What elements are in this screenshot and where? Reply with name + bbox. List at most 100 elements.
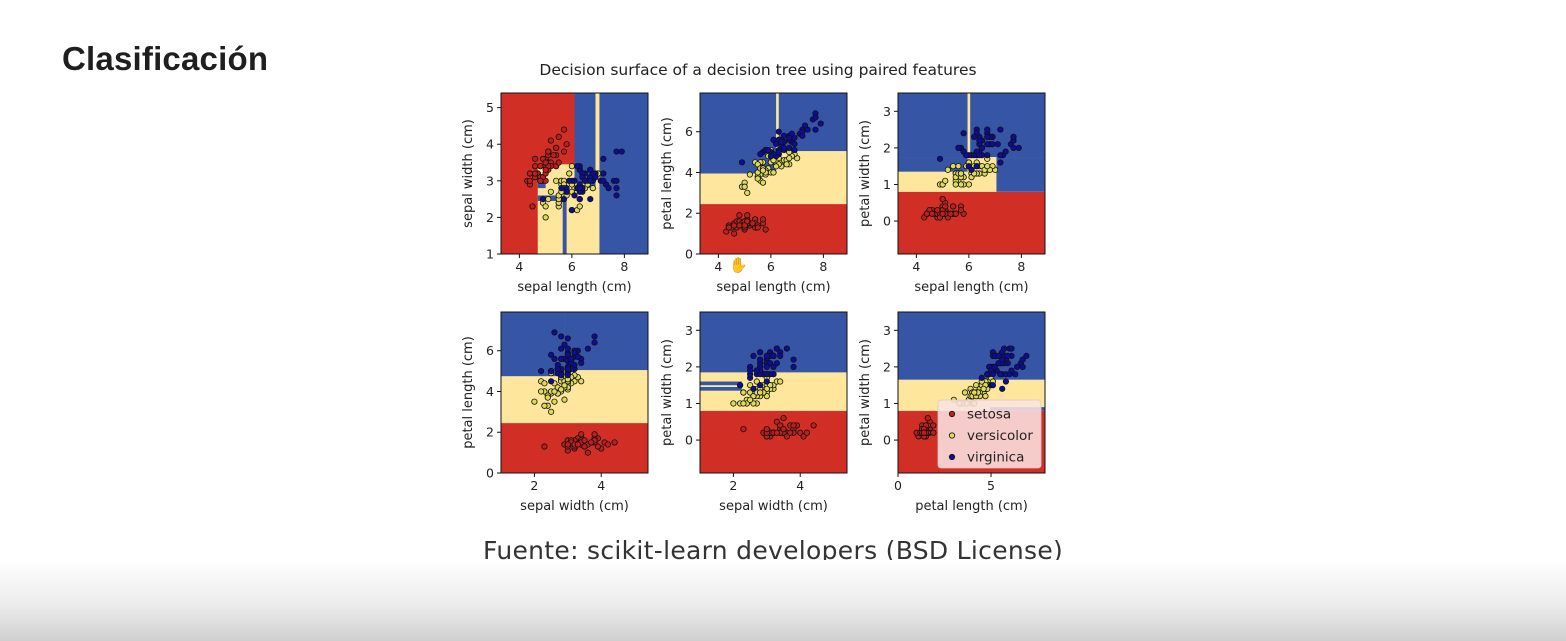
x-tick-label: 4 xyxy=(597,478,605,493)
y-tick-label: 2 xyxy=(883,140,891,155)
x-tick-label: 0 xyxy=(894,478,902,493)
point-virginica xyxy=(763,352,770,360)
point-setosa xyxy=(588,439,595,446)
point-virginica xyxy=(1004,352,1011,360)
point-virginica xyxy=(757,356,764,363)
y-axis-label: petal length (cm) xyxy=(660,117,675,230)
point-virginica xyxy=(1008,367,1015,374)
y-tick-label: 2 xyxy=(685,206,693,221)
point-versicolor xyxy=(783,161,790,168)
region-versicolor xyxy=(564,370,648,377)
decision-regions xyxy=(501,93,648,254)
y-tick-label: 4 xyxy=(486,137,494,152)
point-versicolor xyxy=(558,386,565,393)
point-virginica xyxy=(558,333,565,340)
legend-marker-setosa xyxy=(948,410,956,418)
point-virginica xyxy=(548,351,555,358)
y-tick-label: 3 xyxy=(883,323,891,338)
region-versicolor xyxy=(595,93,600,189)
y-axis-label: petal length (cm) xyxy=(461,336,476,449)
point-virginica xyxy=(571,192,578,199)
point-setosa xyxy=(924,415,931,422)
point-virginica xyxy=(763,378,770,385)
point-setosa xyxy=(947,210,954,217)
point-setosa xyxy=(762,226,769,233)
point-virginica xyxy=(618,148,625,155)
subplot-sw_pl: 2 4 0 2 4 6 sepal width (cm) petal length (cm) xyxy=(461,311,649,514)
region-virginica xyxy=(700,312,847,373)
axes-frame xyxy=(500,311,649,474)
point-virginica xyxy=(978,374,985,381)
point-virginica xyxy=(537,368,545,375)
point-virginica xyxy=(976,137,983,144)
point-setosa xyxy=(923,210,930,217)
point-virginica xyxy=(804,126,811,133)
legend: setosa versicolor virginica xyxy=(937,399,1042,469)
point-versicolor xyxy=(971,389,978,396)
y-tick-label: 6 xyxy=(486,343,494,358)
point-virginica xyxy=(1013,363,1021,370)
point-setosa xyxy=(952,210,959,217)
point-virginica xyxy=(600,170,607,177)
point-versicolor xyxy=(944,166,951,173)
point-versicolor xyxy=(980,385,987,392)
point-virginica xyxy=(999,356,1006,363)
point-versicolor xyxy=(740,400,747,407)
point-virginica xyxy=(738,159,746,166)
point-virginica xyxy=(936,155,944,162)
point-setosa xyxy=(810,422,817,429)
subplot-grid: 4 6 8 1 2 3 4 5 sepal length (cm) sepal width (cm… xyxy=(461,92,1046,514)
point-virginica xyxy=(560,196,568,203)
point-versicolor xyxy=(952,181,959,188)
point-setosa xyxy=(547,137,554,144)
scatter-points xyxy=(921,126,1022,221)
point-virginica xyxy=(757,151,764,158)
point-virginica xyxy=(960,130,967,137)
point-setosa xyxy=(950,203,957,210)
point-virginica xyxy=(989,371,996,378)
point-setosa xyxy=(790,422,797,429)
point-virginica xyxy=(1010,144,1017,151)
point-versicolor xyxy=(541,402,548,409)
region-virginica xyxy=(996,157,1045,192)
point-setosa xyxy=(611,439,618,446)
point-virginica xyxy=(1019,363,1026,370)
point-virginica xyxy=(578,359,585,367)
scatter-points xyxy=(531,329,618,456)
point-virginica xyxy=(613,148,620,155)
point-versicolor xyxy=(589,185,596,192)
point-setosa xyxy=(529,203,536,210)
point-virginica xyxy=(600,177,607,184)
y-tick-label: 5 xyxy=(486,100,494,115)
x-tick-label: 6 xyxy=(568,259,576,274)
point-virginica xyxy=(1002,378,1010,385)
point-virginica xyxy=(587,196,594,203)
x-tick-label: 5 xyxy=(987,478,995,493)
point-virginica xyxy=(576,196,583,203)
point-virginica xyxy=(791,140,798,148)
point-versicolor xyxy=(545,196,552,203)
point-virginica xyxy=(548,378,555,385)
y-tick-label: 2 xyxy=(486,425,494,440)
point-setosa xyxy=(725,224,732,231)
point-setosa xyxy=(736,222,743,229)
point-virginica xyxy=(568,206,575,214)
point-virginica xyxy=(791,146,798,154)
point-setosa xyxy=(542,159,549,166)
region-setosa xyxy=(700,204,847,254)
point-virginica xyxy=(765,146,772,154)
legend-label-setosa: setosa xyxy=(967,407,1011,423)
scatter-points xyxy=(524,126,625,221)
point-virginica xyxy=(564,345,571,352)
point-virginica xyxy=(1023,352,1030,360)
y-tick-label: 1 xyxy=(486,247,494,262)
region-virginica xyxy=(537,180,546,189)
y-tick-label: 2 xyxy=(486,210,494,225)
point-virginica xyxy=(558,372,565,379)
point-setosa xyxy=(787,429,794,436)
point-virginica xyxy=(790,363,797,370)
point-virginica xyxy=(564,351,571,358)
point-setosa xyxy=(526,170,533,177)
y-axis-label: petal width (cm) xyxy=(858,339,873,446)
point-setosa xyxy=(537,163,544,170)
